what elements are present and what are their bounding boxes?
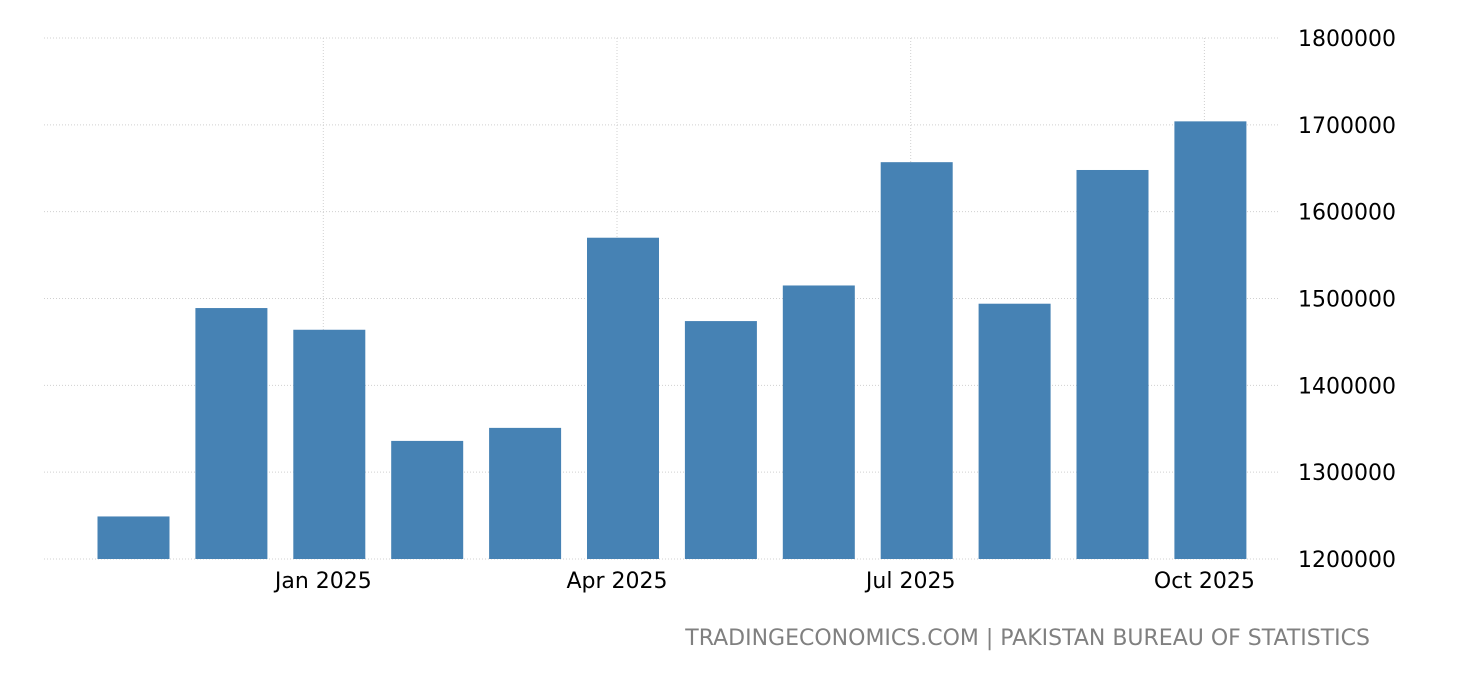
y-tick-label: 1200000	[1298, 548, 1396, 573]
y-axis: 1200000 1300000 1400000 1500000 1600000 17000…	[1298, 27, 1396, 573]
bar	[1076, 169, 1149, 559]
bar	[489, 427, 562, 559]
bar	[97, 516, 170, 559]
bar	[587, 237, 659, 559]
y-tick-label: 1400000	[1298, 374, 1396, 399]
y-tick-label: 1800000	[1298, 27, 1396, 52]
x-tick-label: Jan 2025	[273, 569, 372, 594]
bar	[293, 329, 366, 559]
x-tick-label: Apr 2025	[566, 569, 667, 594]
y-tick-label: 1700000	[1298, 114, 1396, 139]
bar	[391, 440, 464, 559]
bar	[978, 303, 1051, 559]
bar-chart: 1200000 1300000 1400000 1500000 1600000 17000…	[44, 27, 1396, 594]
x-tick-label: Jul 2025	[864, 569, 956, 594]
x-tick-label: Oct 2025	[1154, 569, 1255, 594]
bar	[195, 308, 268, 559]
bars	[97, 121, 1247, 560]
y-tick-label: 1300000	[1298, 461, 1396, 486]
source-credit: TRADINGECONOMICS.COM | PAKISTAN BUREAU O…	[685, 626, 1370, 651]
bar	[684, 321, 757, 559]
x-axis: Jan 2025 Apr 2025 Jul 2025 Oct 2025	[273, 569, 1255, 594]
y-tick-label: 1500000	[1298, 288, 1396, 313]
bar	[880, 162, 953, 559]
grid	[44, 37, 1280, 560]
bar	[782, 285, 855, 559]
y-tick-label: 1600000	[1298, 201, 1396, 226]
bar	[1174, 121, 1247, 560]
